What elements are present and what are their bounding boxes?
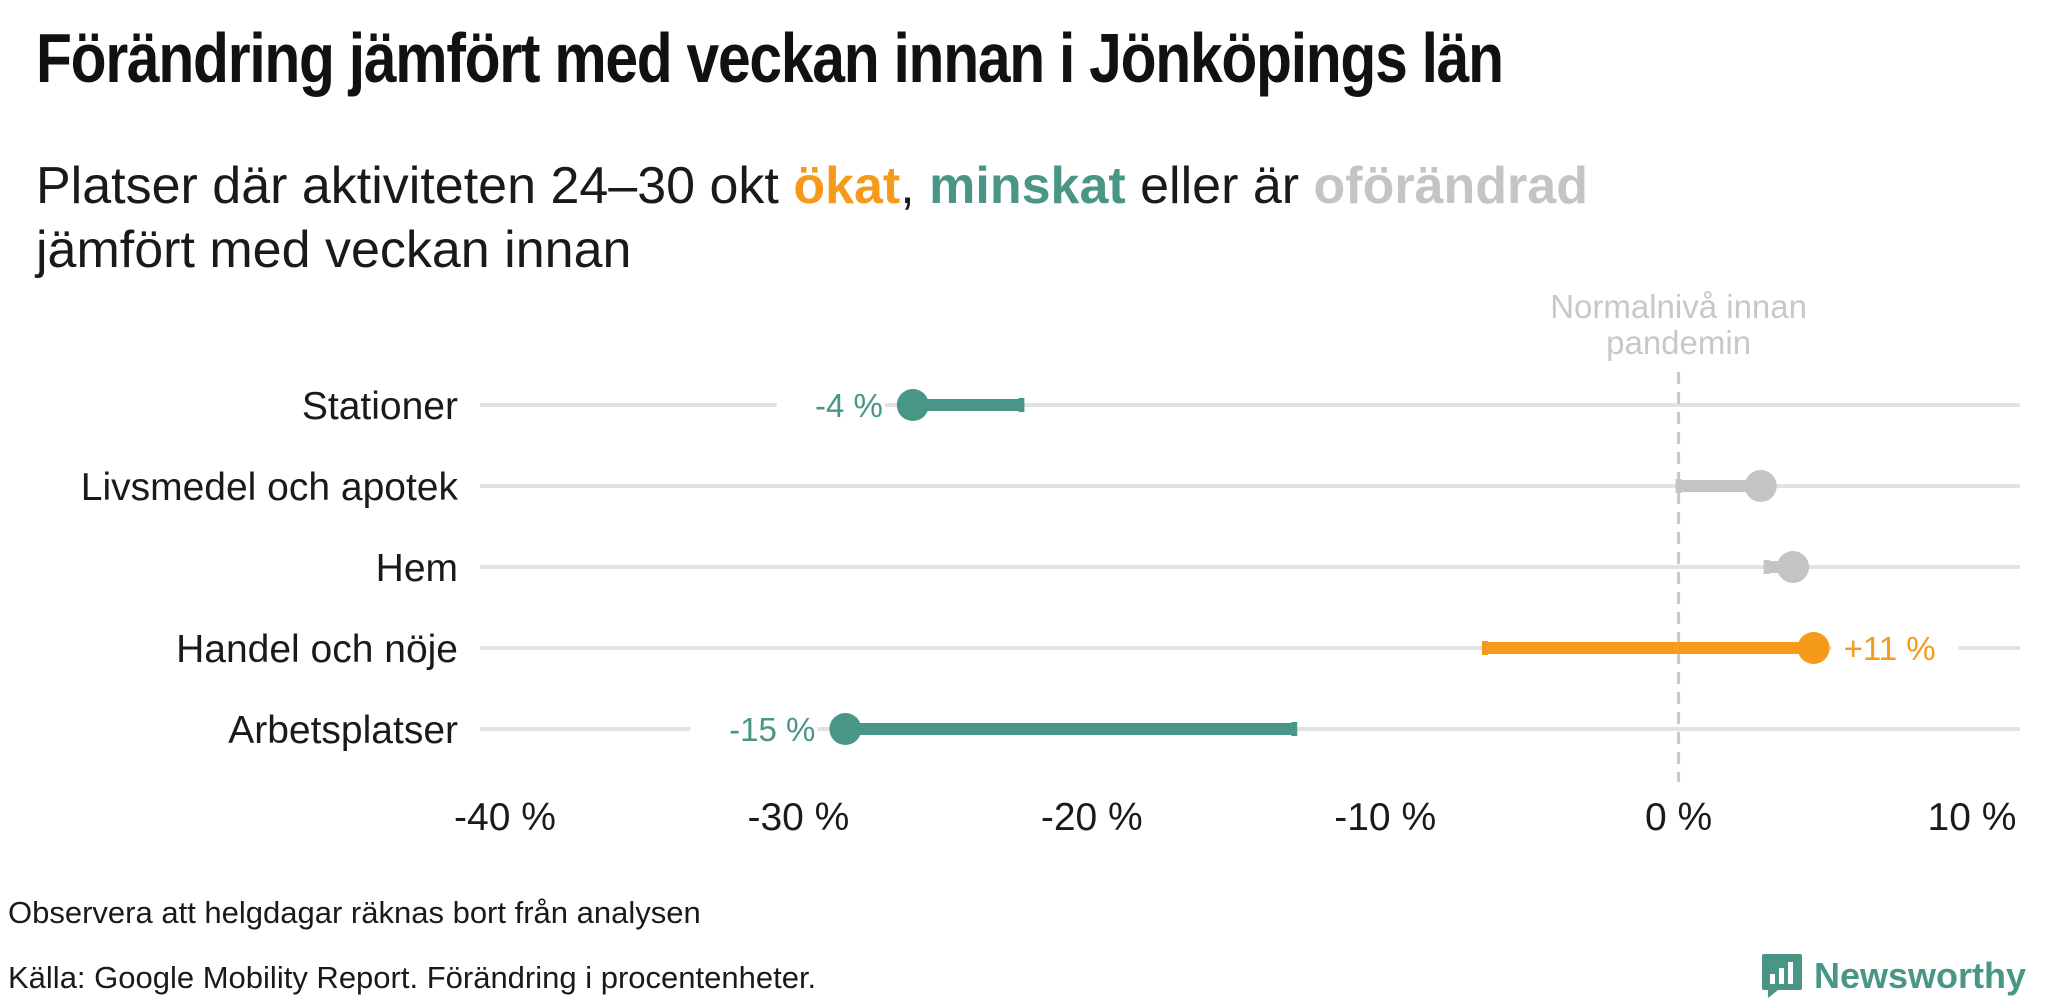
data-marks	[829, 389, 1830, 745]
current-week-dot	[896, 389, 929, 421]
footnote-note: Observera att helgdagar räknas bort från…	[8, 895, 701, 930]
footnote-source: Källa: Google Mobility Report. Förändrin…	[8, 960, 817, 995]
chart-subtitle: Platser där aktiviteten 24–30 okt ökat, …	[36, 154, 1936, 282]
subtitle-text: Platser där aktiviteten 24–30 okt	[36, 157, 794, 215]
category-label: Hem	[376, 547, 458, 590]
category-label: Arbetsplatser	[228, 709, 458, 752]
category-label: Stationer	[302, 385, 458, 428]
x-axis-ticks: -40 % -30 % -20 % -10 % 0 % 10 %	[454, 796, 2016, 839]
previous-week-marker	[1481, 641, 1488, 655]
x-tick-label: 0 %	[1645, 796, 1712, 839]
subtitle-text-2: eller är	[1125, 157, 1314, 215]
brand-logo: Newsworthy	[1760, 952, 2026, 1000]
subtitle-word-increase: ökat	[793, 157, 901, 215]
label-gap	[776, 399, 885, 411]
current-week-dot	[829, 713, 862, 745]
x-tick-label: -30 %	[747, 796, 849, 839]
previous-week-marker	[1291, 722, 1298, 736]
newsworthy-logo-icon	[1762, 954, 1802, 998]
change-label: -4 %	[815, 387, 883, 424]
x-tick-label: -20 %	[1041, 796, 1143, 839]
chart-title: Förändring jämfört med veckan innan i Jö…	[36, 19, 1504, 97]
x-tick-label: 10 %	[1928, 796, 2017, 839]
label-gap	[690, 723, 818, 735]
current-week-dot	[1797, 632, 1830, 664]
reference-line-label: Normalnivå innan	[1550, 288, 1807, 325]
subtitle-line-2: jämfört med veckan innan	[36, 221, 632, 279]
subtitle-word-unchanged: oförändrad	[1313, 157, 1588, 215]
current-week-dot	[1744, 470, 1777, 502]
label-gap	[1831, 642, 1959, 654]
category-label: Livsmedel och apotek	[81, 466, 459, 509]
previous-week-marker	[1763, 560, 1770, 574]
category-label: Handel och nöje	[176, 628, 458, 671]
category-labels: Stationer -4 % Livsmedel och apotek Hem Hand…	[81, 385, 1936, 752]
previous-week-marker	[1018, 398, 1025, 412]
subtitle-word-decrease: minskat	[929, 157, 1126, 215]
x-tick-label: -40 %	[454, 796, 556, 839]
change-label: +11 %	[1844, 630, 1936, 667]
current-week-dot	[1777, 551, 1810, 583]
reference-line-label: pandemin	[1606, 324, 1751, 361]
previous-week-marker	[1675, 479, 1682, 493]
brand-name: Newsworthy	[1814, 955, 2027, 996]
change-label: -15 %	[729, 711, 815, 748]
subtitle-separator: ,	[900, 157, 930, 215]
x-tick-label: -10 %	[1334, 796, 1436, 839]
